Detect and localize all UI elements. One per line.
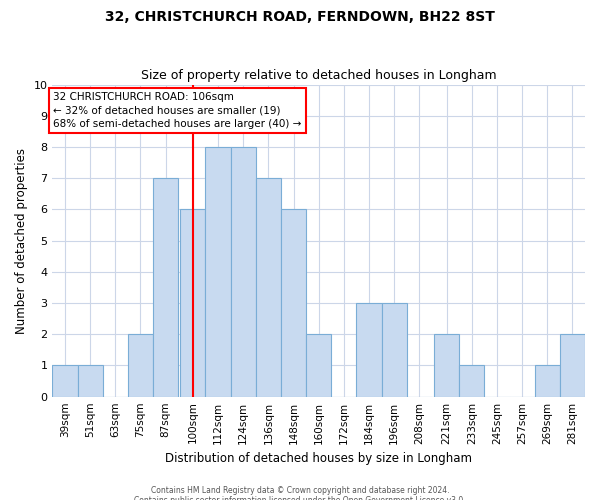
Text: 32, CHRISTCHURCH ROAD, FERNDOWN, BH22 8ST: 32, CHRISTCHURCH ROAD, FERNDOWN, BH22 8S…: [105, 10, 495, 24]
Bar: [281, 210, 306, 396]
Bar: [52, 366, 77, 396]
Title: Size of property relative to detached houses in Longham: Size of property relative to detached ho…: [141, 69, 497, 82]
Bar: [560, 334, 585, 396]
Text: Contains public sector information licensed under the Open Government Licence v3: Contains public sector information licen…: [134, 496, 466, 500]
Bar: [205, 147, 230, 396]
Bar: [128, 334, 153, 396]
Bar: [77, 366, 103, 396]
Bar: [256, 178, 281, 396]
Bar: [153, 178, 178, 396]
Bar: [230, 147, 256, 396]
Bar: [434, 334, 459, 396]
Bar: [382, 303, 407, 396]
Y-axis label: Number of detached properties: Number of detached properties: [15, 148, 28, 334]
Bar: [306, 334, 331, 396]
Bar: [181, 210, 205, 396]
Bar: [459, 366, 484, 396]
Bar: [356, 303, 382, 396]
Bar: [535, 366, 560, 396]
Text: 32 CHRISTCHURCH ROAD: 106sqm
← 32% of detached houses are smaller (19)
68% of se: 32 CHRISTCHURCH ROAD: 106sqm ← 32% of de…: [53, 92, 301, 129]
X-axis label: Distribution of detached houses by size in Longham: Distribution of detached houses by size …: [165, 452, 472, 465]
Text: Contains HM Land Registry data © Crown copyright and database right 2024.: Contains HM Land Registry data © Crown c…: [151, 486, 449, 495]
